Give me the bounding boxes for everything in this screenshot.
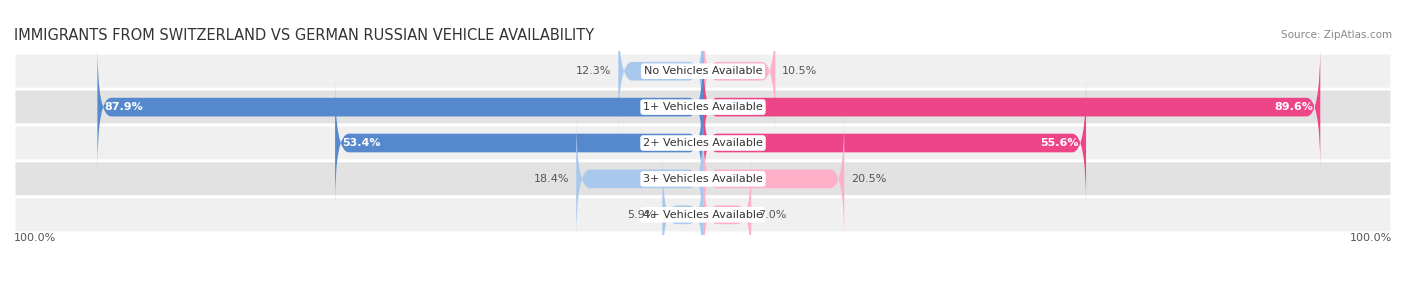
Text: 7.0%: 7.0% [758, 210, 786, 220]
Text: 100.0%: 100.0% [1350, 233, 1392, 243]
Text: Source: ZipAtlas.com: Source: ZipAtlas.com [1281, 30, 1392, 40]
Text: 4+ Vehicles Available: 4+ Vehicles Available [643, 210, 763, 220]
Text: IMMIGRANTS FROM SWITZERLAND VS GERMAN RUSSIAN VEHICLE AVAILABILITY: IMMIGRANTS FROM SWITZERLAND VS GERMAN RU… [14, 28, 595, 43]
Text: 1+ Vehicles Available: 1+ Vehicles Available [643, 102, 763, 112]
FancyBboxPatch shape [14, 89, 1392, 125]
Text: 87.9%: 87.9% [104, 102, 143, 112]
FancyBboxPatch shape [703, 45, 1320, 170]
Text: 12.3%: 12.3% [576, 66, 612, 76]
Text: 10.5%: 10.5% [782, 66, 817, 76]
Text: 5.9%: 5.9% [627, 210, 655, 220]
Text: 100.0%: 100.0% [14, 233, 56, 243]
FancyBboxPatch shape [703, 116, 844, 241]
FancyBboxPatch shape [703, 9, 775, 134]
FancyBboxPatch shape [335, 81, 703, 205]
Text: 89.6%: 89.6% [1274, 102, 1313, 112]
Text: 2+ Vehicles Available: 2+ Vehicles Available [643, 138, 763, 148]
FancyBboxPatch shape [14, 161, 1392, 197]
FancyBboxPatch shape [703, 152, 751, 277]
FancyBboxPatch shape [703, 81, 1085, 205]
Text: 3+ Vehicles Available: 3+ Vehicles Available [643, 174, 763, 184]
Text: 20.5%: 20.5% [851, 174, 887, 184]
FancyBboxPatch shape [97, 45, 703, 170]
FancyBboxPatch shape [576, 116, 703, 241]
Text: 55.6%: 55.6% [1040, 138, 1080, 148]
FancyBboxPatch shape [662, 152, 703, 277]
Text: 18.4%: 18.4% [534, 174, 569, 184]
FancyBboxPatch shape [14, 125, 1392, 161]
Text: No Vehicles Available: No Vehicles Available [644, 66, 762, 76]
Text: 53.4%: 53.4% [342, 138, 381, 148]
FancyBboxPatch shape [619, 9, 703, 134]
FancyBboxPatch shape [14, 197, 1392, 233]
FancyBboxPatch shape [14, 53, 1392, 89]
